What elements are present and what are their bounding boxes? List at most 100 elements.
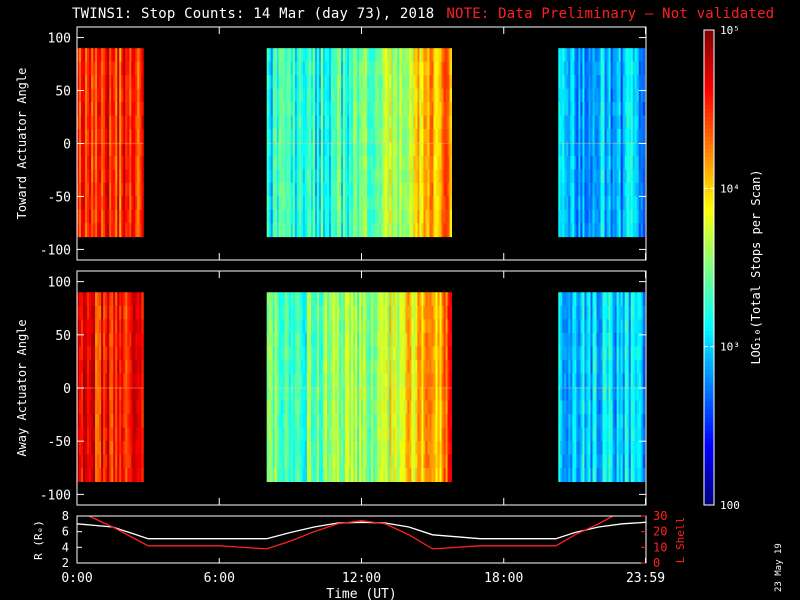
heat-cell — [399, 454, 402, 469]
heat-cell — [618, 427, 622, 442]
heat-cell — [324, 142, 328, 157]
heat-cell — [361, 169, 364, 184]
heat-cell — [337, 75, 340, 89]
heat-cell — [423, 196, 426, 211]
heat-cell — [630, 332, 634, 347]
heat-cell — [429, 332, 432, 347]
heat-cell — [284, 359, 288, 374]
heat-cell — [433, 292, 436, 307]
heat-cell — [415, 332, 418, 347]
heat-cell — [328, 468, 332, 482]
heat-cell — [294, 319, 298, 334]
heat-cell — [347, 427, 350, 442]
heat-cell — [632, 182, 636, 197]
heat-cell — [129, 128, 132, 143]
heat-cell — [345, 292, 348, 307]
heat-cell — [630, 400, 634, 415]
heat-cell — [296, 292, 300, 307]
heat-cell — [290, 373, 294, 388]
heat-cell — [95, 75, 98, 89]
heat-cell — [83, 88, 86, 103]
heat-cell — [407, 209, 410, 224]
heat-cell — [614, 441, 618, 455]
heat-cell — [278, 454, 282, 469]
heat-cell — [99, 75, 102, 89]
heat-cell — [335, 346, 338, 361]
heat-cell — [306, 75, 310, 89]
heat-cell — [117, 102, 120, 116]
heat-cell — [125, 48, 128, 63]
heat-cell — [640, 292, 644, 307]
heat-cell — [612, 468, 616, 482]
heat-cell — [598, 427, 601, 442]
heat-cell — [107, 142, 110, 157]
heat-cell — [97, 305, 100, 320]
heat-cell — [135, 386, 138, 401]
heat-cell — [558, 292, 561, 307]
heat-cell — [568, 386, 571, 401]
heat-cell — [562, 332, 565, 347]
heat-cell — [101, 441, 104, 455]
y-tick-label-right: 10 — [653, 540, 667, 554]
heat-cell — [79, 102, 82, 116]
heat-cell — [634, 346, 638, 361]
heat-cell — [314, 128, 318, 143]
heat-cell — [290, 441, 294, 455]
heat-cell — [300, 454, 304, 469]
heat-cell — [622, 427, 626, 442]
heat-cell — [137, 102, 140, 116]
heat-cell — [298, 319, 302, 334]
heat-cell — [622, 61, 626, 76]
heat-cell — [642, 468, 646, 482]
heat-cell — [286, 48, 290, 63]
heat-cell — [357, 454, 360, 469]
heat-cell — [614, 332, 618, 347]
heat-cell — [282, 48, 286, 63]
heat-cell — [276, 75, 280, 89]
heat-cell — [77, 61, 80, 76]
heat-cell — [630, 223, 634, 238]
heat-cell — [276, 115, 280, 130]
heat-cell — [423, 468, 426, 482]
heat-cell — [630, 468, 634, 482]
x-tick-label: 0:00 — [61, 571, 92, 586]
heat-cell — [133, 292, 136, 307]
heat-cell — [596, 142, 599, 157]
heat-cell — [97, 102, 100, 116]
heat-cell — [359, 346, 362, 361]
heat-cell — [381, 209, 384, 224]
heat-cell — [560, 48, 563, 63]
heat-cell — [586, 386, 589, 401]
heat-cell — [310, 373, 314, 388]
heat-cell — [622, 346, 626, 361]
heat-cell — [584, 115, 587, 130]
heat-cell — [95, 346, 98, 361]
heat-cell — [634, 292, 638, 307]
heat-cell — [127, 182, 130, 197]
heat-cell — [288, 468, 292, 482]
heat-cell — [349, 441, 352, 455]
heat-cell — [109, 75, 112, 89]
heat-cell — [101, 155, 104, 170]
heat-cell — [622, 292, 626, 307]
heat-cell — [97, 468, 100, 482]
heat-cell — [373, 441, 376, 455]
heat-cell — [576, 305, 579, 320]
heat-cell — [371, 142, 374, 157]
heat-cell — [580, 155, 583, 170]
heat-cell — [443, 88, 446, 103]
heat-cell — [93, 468, 96, 482]
heat-cell — [324, 169, 328, 184]
heat-cell — [296, 169, 300, 184]
heat-cell — [286, 305, 290, 320]
heat-cell — [79, 155, 82, 170]
heat-cell — [335, 169, 338, 184]
heat-cell — [385, 155, 388, 170]
heat-cell — [598, 454, 601, 469]
heat-cell — [630, 102, 634, 116]
heat-cell — [318, 223, 322, 238]
heat-cell — [137, 441, 140, 455]
heat-cell — [266, 319, 270, 334]
heat-cell — [316, 413, 320, 428]
heat-cell — [123, 292, 126, 307]
